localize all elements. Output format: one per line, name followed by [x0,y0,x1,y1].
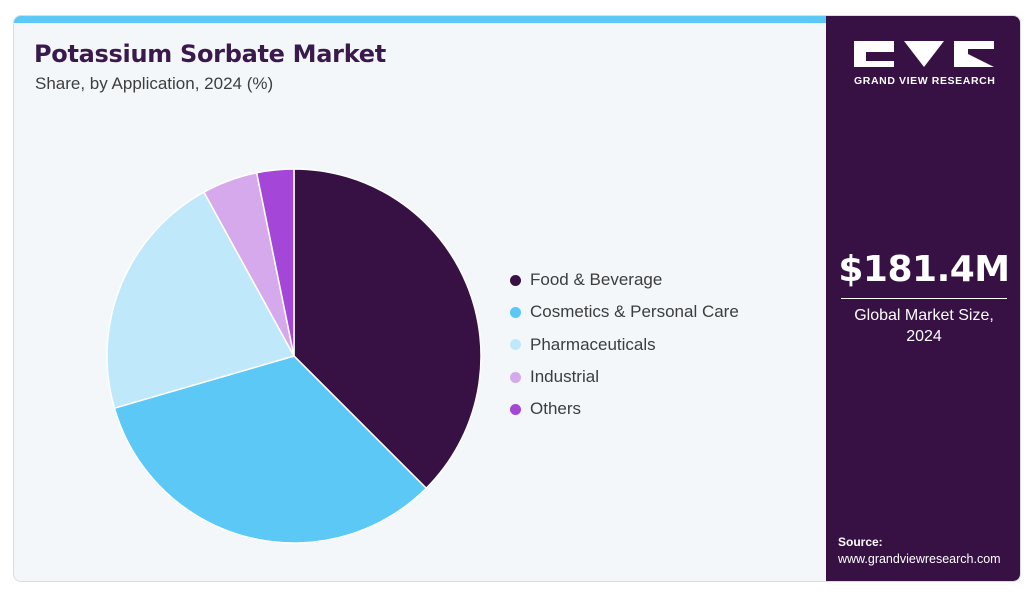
chart-legend: Food & Beverage Cosmetics & Personal Care… [510,264,739,425]
gvr-logo: GRAND VIEW RESEARCH [854,41,996,87]
gvr-logo-mark-icon [854,41,994,67]
source-url[interactable]: www.grandviewresearch.com [838,552,1001,566]
sidebar-panel: GRAND VIEW RESEARCH $181.4M Global Marke… [826,16,1020,581]
legend-label: Others [530,399,582,419]
pie-slice-cosmetics-personal-care [113,355,427,544]
legend-item: Cosmetics & Personal Care [510,296,739,328]
chart-title: Potassium Sorbate Market [34,40,386,68]
legend-swatch-icon [510,371,521,383]
pie-slice-food-beverage [293,168,482,489]
legend-swatch-icon [510,403,521,415]
logo-text: GRAND VIEW RESEARCH [854,75,996,87]
legend-swatch-icon [510,306,521,318]
legend-label: Pharmaceuticals [530,334,656,354]
legend-item: Industrial [510,361,739,393]
market-size-value: $181.4M [838,249,1010,290]
legend-swatch-icon [510,339,521,351]
legend-item: Others [510,393,739,425]
market-size-label: Global Market Size, 2024 [854,307,994,345]
legend-label: Cosmetics & Personal Care [530,302,739,322]
pie-chart [106,168,482,544]
legend-swatch-icon [510,274,521,286]
accent-bar [14,16,826,23]
divider [841,298,1007,299]
chart-subtitle: Share, by Application, 2024 (%) [35,74,274,93]
infographic-card: Potassium Sorbate Market Share, by Appli… [13,15,1021,582]
pie-slice-pharmaceuticals [106,191,295,409]
pie-slice-others [255,168,295,357]
legend-label: Industrial [530,367,599,387]
legend-item: Food & Beverage [510,264,739,296]
legend-item: Pharmaceuticals [510,329,739,361]
source-label: Source: [838,535,883,549]
legend-label: Food & Beverage [530,270,663,290]
